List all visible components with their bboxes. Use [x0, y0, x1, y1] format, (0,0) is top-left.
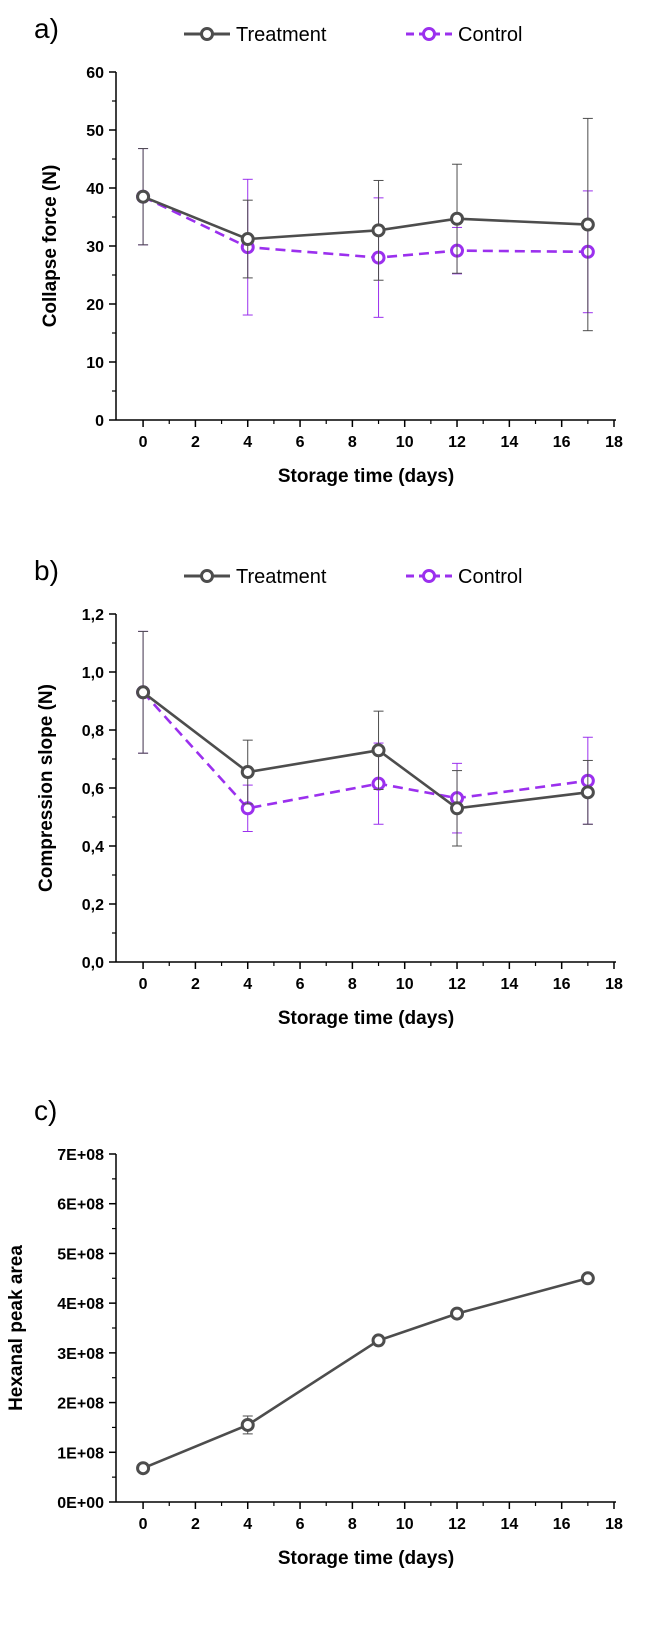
data-point-treatment: [240, 765, 255, 780]
y-tick-label: 0,6: [82, 781, 104, 798]
data-point-treatment: [580, 785, 595, 800]
y-axis-title: Hexanal peak area: [6, 1245, 27, 1411]
data-point-treatment: [580, 217, 595, 232]
x-tick-label: 0: [139, 1516, 148, 1533]
y-tick-label: 10: [86, 355, 104, 372]
y-tick-label: 1,0: [82, 665, 104, 682]
x-tick-label: 0: [139, 434, 148, 451]
y-tick-label: 0,8: [82, 723, 104, 740]
y-tick-label: 7E+08: [57, 1147, 104, 1164]
legend-marker-treatment: [200, 569, 214, 583]
y-tick-label: 6E+08: [57, 1197, 104, 1214]
x-tick-label: 10: [396, 1516, 414, 1533]
panel-label: b): [34, 555, 59, 586]
x-tick-label: 12: [448, 434, 466, 451]
x-tick-label: 12: [448, 1516, 466, 1533]
data-point-treatment: [371, 223, 386, 238]
data-point-treatment: [240, 232, 255, 247]
series-line-control: [142, 195, 588, 259]
legend-marker-control: [422, 27, 436, 41]
chart-c: c) 0 2 4 6 8 10 12 14 16 18 0E+00 1E+08 2E+08 3E+08 4E+…: [6, 1095, 623, 1569]
data-point-series: [240, 1417, 255, 1432]
data-point-series: [580, 1271, 595, 1286]
y-tick-label: 0: [95, 413, 104, 430]
x-tick-label: 14: [500, 434, 518, 451]
x-tick-label: 18: [605, 976, 623, 993]
y-tick-label: 60: [86, 65, 104, 82]
x-tick-label: 16: [553, 976, 571, 993]
y-tick-label: 3E+08: [57, 1346, 104, 1363]
x-tick-label: 14: [500, 976, 518, 993]
x-axis-title: Storage time (days): [278, 466, 454, 487]
y-tick-label: 0,4: [82, 839, 104, 856]
y-tick-label: 20: [86, 297, 104, 314]
legend-label-control: Control: [458, 566, 522, 588]
y-tick-label: 0,2: [82, 897, 104, 914]
data-point-treatment: [136, 189, 151, 204]
x-tick-label: 2: [191, 1516, 200, 1533]
y-tick-label: 5E+08: [57, 1246, 104, 1263]
x-tick-label: 0: [139, 976, 148, 993]
y-tick-label: 40: [86, 181, 104, 198]
data-point-series: [136, 1461, 151, 1476]
x-tick-label: 10: [396, 434, 414, 451]
legend-marker-treatment: [200, 27, 214, 41]
panel-label: a): [34, 13, 59, 44]
x-tick-label: 16: [553, 1516, 571, 1533]
x-tick-label: 2: [191, 976, 200, 993]
x-tick-label: 8: [348, 1516, 357, 1533]
data-point-treatment: [450, 211, 465, 226]
series-line-treatment: [142, 195, 588, 241]
data-point-series: [371, 1333, 386, 1348]
x-tick-label: 10: [396, 976, 414, 993]
x-tick-label: 4: [243, 434, 252, 451]
x-tick-label: 8: [348, 434, 357, 451]
x-tick-label: 12: [448, 976, 466, 993]
legend-marker-control: [422, 569, 436, 583]
chart-b: b) 0 2 4 6 8 10 12 14 16 18 0,0 0,2 0,4 0,6 0,8 1,0 1,2 St…: [34, 555, 623, 1029]
y-tick-label: 1,2: [82, 607, 104, 624]
panel-label: c): [34, 1095, 57, 1126]
data-point-series: [450, 1306, 465, 1321]
x-tick-label: 14: [500, 1516, 518, 1533]
series-line-control: [142, 691, 589, 810]
y-axis-title: Compression slope (N): [36, 684, 57, 892]
data-point-treatment: [136, 685, 151, 700]
x-tick-label: 2: [191, 434, 200, 451]
x-tick-label: 6: [296, 1516, 305, 1533]
x-tick-label: 6: [296, 434, 305, 451]
x-axis-title: Storage time (days): [278, 1548, 454, 1569]
x-tick-label: 18: [605, 434, 623, 451]
y-axis-title: Collapse force (N): [40, 165, 61, 328]
x-tick-label: 16: [553, 434, 571, 451]
y-tick-label: 0E+00: [57, 1495, 104, 1512]
y-tick-label: 1E+08: [57, 1445, 104, 1462]
y-tick-label: 4E+08: [57, 1296, 104, 1313]
chart-a: a) 0 2 4 6 8 10 12 14 16 18 0 10 20 30 40 50 60 Storage ti…: [34, 13, 623, 487]
series-line-series: [142, 1277, 589, 1470]
x-tick-label: 6: [296, 976, 305, 993]
data-point-treatment: [450, 801, 465, 816]
x-tick-label: 4: [243, 976, 252, 993]
y-tick-label: 30: [86, 239, 104, 256]
x-tick-label: 4: [243, 1516, 252, 1533]
legend-label-treatment: Treatment: [236, 24, 327, 46]
data-point-treatment: [371, 743, 386, 758]
x-tick-label: 8: [348, 976, 357, 993]
legend-label-control: Control: [458, 24, 522, 46]
legend-label-treatment: Treatment: [236, 566, 327, 588]
y-tick-label: 50: [86, 123, 104, 140]
y-tick-label: 0,0: [82, 955, 104, 972]
x-axis-title: Storage time (days): [278, 1008, 454, 1029]
y-tick-label: 2E+08: [57, 1396, 104, 1413]
x-tick-label: 18: [605, 1516, 623, 1533]
